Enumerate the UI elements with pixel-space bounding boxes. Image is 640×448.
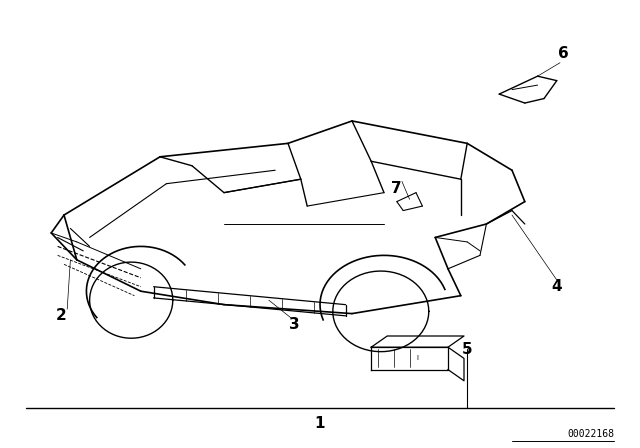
Text: I: I (416, 355, 419, 362)
Text: 6: 6 (558, 46, 568, 61)
Text: 2: 2 (56, 308, 66, 323)
Text: 00022168: 00022168 (568, 429, 614, 439)
Text: 4: 4 (552, 279, 562, 294)
Text: 5: 5 (462, 342, 472, 357)
Text: 1: 1 (315, 416, 325, 431)
Text: 3: 3 (289, 317, 300, 332)
Text: 7: 7 (392, 181, 402, 196)
